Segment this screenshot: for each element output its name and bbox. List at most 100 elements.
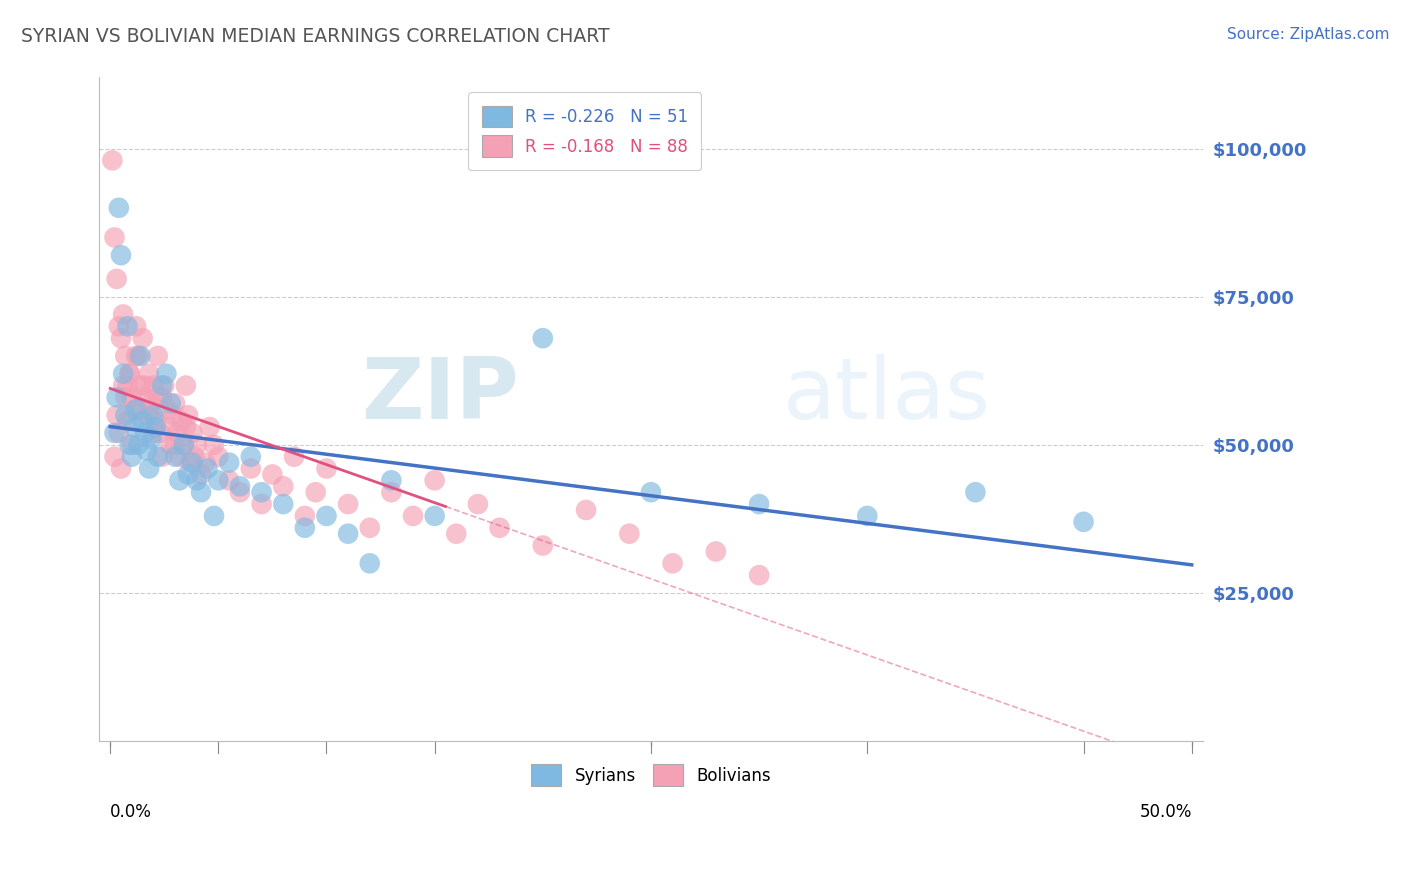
Point	[136, 443, 159, 458]
Text: atlas: atlas	[783, 354, 991, 437]
Point	[155, 367, 177, 381]
Point	[146, 450, 169, 464]
Point	[155, 402, 177, 417]
Point	[250, 497, 273, 511]
Text: 50.0%: 50.0%	[1139, 804, 1192, 822]
Point	[127, 349, 149, 363]
Point	[150, 378, 173, 392]
Point	[262, 467, 284, 482]
Point	[271, 479, 294, 493]
Text: Source: ZipAtlas.com: Source: ZipAtlas.com	[1226, 27, 1389, 42]
Point	[315, 508, 337, 523]
Point	[380, 485, 402, 500]
Point	[108, 319, 131, 334]
Point	[101, 153, 124, 168]
Point	[229, 485, 252, 500]
Point	[129, 378, 152, 392]
Point	[181, 456, 204, 470]
Text: 0.0%: 0.0%	[110, 804, 152, 822]
Point	[1073, 515, 1095, 529]
Point	[121, 391, 143, 405]
Point	[166, 425, 188, 440]
Point	[704, 544, 727, 558]
Point	[134, 425, 156, 440]
Point	[239, 461, 262, 475]
Point	[150, 450, 173, 464]
Point	[640, 485, 662, 500]
Point	[114, 391, 136, 405]
Point	[105, 408, 128, 422]
Point	[145, 420, 167, 434]
Point	[250, 485, 273, 500]
Point	[575, 503, 598, 517]
Point	[194, 456, 217, 470]
Point	[142, 408, 165, 422]
Point	[207, 450, 229, 464]
Point	[294, 521, 316, 535]
Point	[110, 461, 132, 475]
Point	[488, 521, 510, 535]
Point	[157, 420, 180, 434]
Text: SYRIAN VS BOLIVIAN MEDIAN EARNINGS CORRELATION CHART: SYRIAN VS BOLIVIAN MEDIAN EARNINGS CORRE…	[21, 27, 610, 45]
Point	[170, 414, 193, 428]
Point	[114, 349, 136, 363]
Point	[198, 420, 221, 434]
Point	[202, 438, 225, 452]
Point	[127, 438, 149, 452]
Text: ZIP: ZIP	[361, 354, 519, 437]
Point	[531, 331, 554, 345]
Point	[162, 408, 184, 422]
Point	[103, 425, 125, 440]
Point	[179, 456, 201, 470]
Point	[207, 474, 229, 488]
Point	[141, 396, 163, 410]
Point	[117, 414, 139, 428]
Point	[142, 378, 165, 392]
Point	[202, 508, 225, 523]
Point	[145, 414, 167, 428]
Point	[169, 450, 191, 464]
Point	[337, 497, 360, 511]
Point	[856, 508, 879, 523]
Point	[112, 308, 135, 322]
Point	[190, 467, 212, 482]
Point	[174, 420, 197, 434]
Point	[141, 432, 163, 446]
Point	[110, 248, 132, 262]
Point	[138, 367, 160, 381]
Point	[229, 479, 252, 493]
Point	[271, 497, 294, 511]
Point	[190, 485, 212, 500]
Point	[129, 402, 152, 417]
Point	[122, 402, 145, 417]
Point	[748, 497, 770, 511]
Point	[118, 438, 141, 452]
Point	[121, 450, 143, 464]
Point	[103, 230, 125, 244]
Point	[125, 319, 148, 334]
Point	[114, 408, 136, 422]
Point	[218, 474, 240, 488]
Point	[423, 508, 446, 523]
Point	[122, 420, 145, 434]
Point	[110, 331, 132, 345]
Point	[108, 201, 131, 215]
Point	[105, 391, 128, 405]
Point	[337, 526, 360, 541]
Point	[138, 461, 160, 475]
Point	[531, 539, 554, 553]
Point	[134, 391, 156, 405]
Point	[177, 467, 200, 482]
Point	[239, 450, 262, 464]
Point	[134, 378, 156, 392]
Point	[142, 425, 165, 440]
Point	[174, 378, 197, 392]
Point	[748, 568, 770, 582]
Point	[661, 557, 683, 571]
Point	[103, 450, 125, 464]
Point	[165, 438, 187, 452]
Point	[150, 391, 173, 405]
Point	[159, 438, 181, 452]
Point	[173, 438, 195, 452]
Point	[108, 425, 131, 440]
